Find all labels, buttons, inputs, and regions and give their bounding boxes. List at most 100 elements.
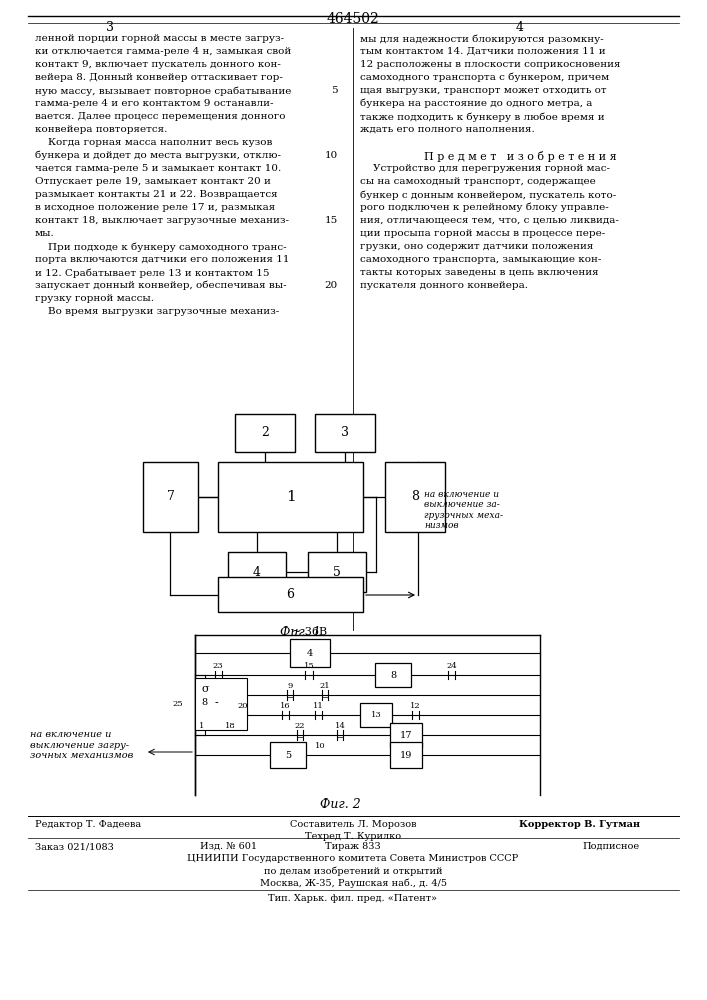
Text: ждать его полного наполнения.: ждать его полного наполнения. <box>360 125 534 134</box>
Text: ную массу, вызывает повторное срабатывание: ную массу, вызывает повторное срабатыван… <box>35 86 291 96</box>
Text: Редактор Т. Фадеева: Редактор Т. Фадеева <box>35 820 141 829</box>
Bar <box>235 414 295 452</box>
Text: 1: 1 <box>286 490 296 504</box>
Text: бункера на расстояние до одного метра, а: бункера на расстояние до одного метра, а <box>360 99 592 108</box>
Text: на включение и
выключение загру-
зочных механизмов: на включение и выключение загру- зочных … <box>30 730 133 760</box>
Bar <box>228 552 286 592</box>
Text: Заказ 021/1083: Заказ 021/1083 <box>35 842 114 851</box>
Text: тым контактом 14. Датчики положения 11 и: тым контактом 14. Датчики положения 11 и <box>360 47 606 56</box>
Text: 20: 20 <box>238 702 248 710</box>
Bar <box>375 663 411 687</box>
Text: по делам изобретений и открытий: по делам изобретений и открытий <box>264 866 443 876</box>
Text: мы для надежности блокируются разомкну-: мы для надежности блокируются разомкну- <box>360 34 604 43</box>
Text: Фиг. 1: Фиг. 1 <box>280 626 320 639</box>
Text: 4: 4 <box>307 648 313 658</box>
Text: грузки, оно содержит датчики положения: грузки, оно содержит датчики положения <box>360 242 593 251</box>
Text: 5: 5 <box>285 750 291 760</box>
Text: 1: 1 <box>199 722 204 730</box>
Text: Устройство для перегружения горной мас-: Устройство для перегружения горной мас- <box>360 164 610 173</box>
Text: 20: 20 <box>325 281 338 290</box>
Text: вейера 8. Донный конвейер оттаскивает гор-: вейера 8. Донный конвейер оттаскивает го… <box>35 73 283 82</box>
Text: 8: 8 <box>390 670 396 680</box>
Text: 24: 24 <box>447 662 457 670</box>
Text: σ: σ <box>201 684 209 694</box>
Text: сы на самоходный транспорт, содержащее: сы на самоходный транспорт, содержащее <box>360 177 596 186</box>
Text: 12 расположены в плоскости соприкосновения: 12 расположены в плоскости соприкосновен… <box>360 60 621 69</box>
Text: бункера и дойдет до места выгрузки, отклю-: бункера и дойдет до места выгрузки, откл… <box>35 151 281 160</box>
Text: вается. Далее процесс перемещения донного: вается. Далее процесс перемещения донног… <box>35 112 286 121</box>
Text: 3: 3 <box>341 426 349 440</box>
Text: Техред Т. Курилко: Техред Т. Курилко <box>305 832 401 841</box>
Text: также подходить к бункеру в любое время и: также подходить к бункеру в любое время … <box>360 112 604 121</box>
Text: 4: 4 <box>253 566 261 578</box>
Text: гамма-реле 4 и его контактом 9 останавли-: гамма-реле 4 и его контактом 9 останавли… <box>35 99 274 108</box>
Text: -: - <box>215 698 218 708</box>
Text: 10: 10 <box>325 151 338 160</box>
Text: П р е д м е т   и з о б р е т е н и я: П р е д м е т и з о б р е т е н и я <box>423 151 617 162</box>
Text: ленной порции горной массы в месте загруз-: ленной порции горной массы в месте загру… <box>35 34 284 43</box>
Text: запускает донный конвейер, обеспечивая вы-: запускает донный конвейер, обеспечивая в… <box>35 281 286 290</box>
Text: грузку горной массы.: грузку горной массы. <box>35 294 154 303</box>
Text: 13: 13 <box>370 711 381 719</box>
Text: рого подключен к релейному блоку управле-: рого подключен к релейному блоку управле… <box>360 203 609 213</box>
Text: контакт 18, выключает загрузочные механиз-: контакт 18, выключает загрузочные механи… <box>35 216 289 225</box>
Text: порта включаются датчики его положения 11: порта включаются датчики его положения 1… <box>35 255 289 264</box>
Text: 464502: 464502 <box>327 12 380 26</box>
Text: Москва, Ж-35, Раушская наб., д. 4/5: Москва, Ж-35, Раушская наб., д. 4/5 <box>259 878 447 888</box>
Text: 19: 19 <box>400 750 412 760</box>
Bar <box>195 678 247 730</box>
Text: 22: 22 <box>295 722 305 730</box>
Text: в исходное положение реле 17 и, размыкая: в исходное положение реле 17 и, размыкая <box>35 203 275 212</box>
Text: размыкает контакты 21 и 22. Возвращается: размыкает контакты 21 и 22. Возвращается <box>35 190 278 199</box>
Text: 15: 15 <box>325 216 338 225</box>
Text: 12: 12 <box>409 702 421 710</box>
Text: 4: 4 <box>516 21 524 34</box>
Text: бункер с донным конвейером, пускатель кото-: бункер с донным конвейером, пускатель ко… <box>360 190 617 200</box>
Text: мы.: мы. <box>35 229 54 238</box>
Text: Составитель Л. Морозов: Составитель Л. Морозов <box>290 820 416 829</box>
Bar <box>385 462 445 532</box>
Bar <box>308 552 366 592</box>
Text: конвейера повторяется.: конвейера повторяется. <box>35 125 168 134</box>
Text: Фиг. 2: Фиг. 2 <box>320 798 361 811</box>
Text: Подписное: Подписное <box>583 842 640 851</box>
Text: самоходного транспорта, замыкающие кон-: самоходного транспорта, замыкающие кон- <box>360 255 602 264</box>
Text: ~ 36В: ~ 36В <box>293 627 327 637</box>
Text: самоходного транспорта с бункером, причем: самоходного транспорта с бункером, приче… <box>360 73 609 83</box>
Text: ния, отличающееся тем, что, с целью ликвида-: ния, отличающееся тем, что, с целью ликв… <box>360 216 619 225</box>
Text: 17: 17 <box>399 730 412 740</box>
Text: контакт 9, включает пускатель донного кон-: контакт 9, включает пускатель донного ко… <box>35 60 281 69</box>
Text: 5: 5 <box>332 86 338 95</box>
Text: 2: 2 <box>261 426 269 440</box>
Text: 21: 21 <box>320 682 330 690</box>
Text: чается гамма-реле 5 и замыкает контакт 10.: чается гамма-реле 5 и замыкает контакт 1… <box>35 164 281 173</box>
Bar <box>270 742 306 768</box>
Text: Корректор В. Гутман: Корректор В. Гутман <box>519 820 640 829</box>
Bar <box>390 723 422 747</box>
Bar <box>143 462 198 532</box>
Text: ки отключается гамма-реле 4 н, замыкая свой: ки отключается гамма-реле 4 н, замыкая с… <box>35 47 291 56</box>
Text: Изд. № 601: Изд. № 601 <box>200 842 257 851</box>
Text: 25: 25 <box>173 700 183 708</box>
Text: 18: 18 <box>225 722 235 730</box>
Text: Когда горная масса наполнит весь кузов: Когда горная масса наполнит весь кузов <box>35 138 272 147</box>
Text: 9: 9 <box>287 682 293 690</box>
Bar <box>360 703 392 727</box>
Text: При подходе к бункеру самоходного транс-: При подходе к бункеру самоходного транс- <box>35 242 286 251</box>
Text: и 12. Срабатывает реле 13 и контактом 15: и 12. Срабатывает реле 13 и контактом 15 <box>35 268 269 277</box>
Text: 14: 14 <box>334 722 346 730</box>
Text: 3: 3 <box>106 21 114 34</box>
Text: 15: 15 <box>303 662 315 670</box>
Text: 11: 11 <box>312 702 323 710</box>
Bar <box>218 577 363 612</box>
Text: ции просыпа горной массы в процессе пере-: ции просыпа горной массы в процессе пере… <box>360 229 605 238</box>
Text: пускателя донного конвейера.: пускателя донного конвейера. <box>360 281 528 290</box>
Text: Тираж 833: Тираж 833 <box>325 842 381 851</box>
Text: щая выгрузки, транспорт может отходить от: щая выгрузки, транспорт может отходить о… <box>360 86 607 95</box>
Text: 8: 8 <box>411 490 419 504</box>
Text: 7: 7 <box>167 490 175 504</box>
Text: 8: 8 <box>201 698 207 707</box>
Text: Во время выгрузки загрузочные механиз-: Во время выгрузки загрузочные механиз- <box>35 307 279 316</box>
Text: 16: 16 <box>280 702 291 710</box>
Text: такты которых заведены в цепь включения: такты которых заведены в цепь включения <box>360 268 599 277</box>
